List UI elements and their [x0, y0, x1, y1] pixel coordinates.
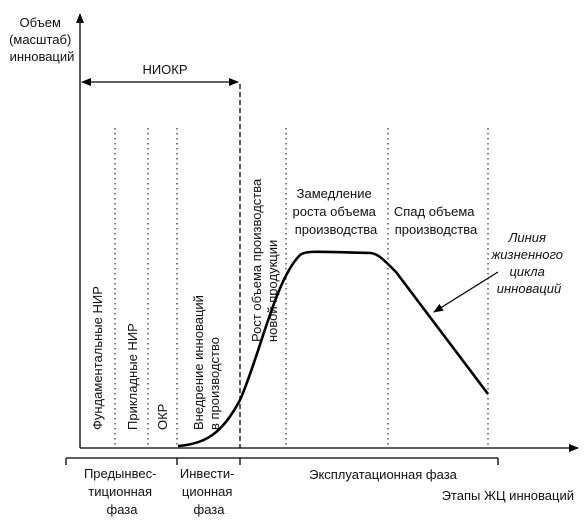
stage-growth: Рост объема производства новой продукции: [249, 175, 280, 342]
curve-label: Линия жизненного цикла инноваций: [490, 230, 566, 296]
stage-implementation: Внедрение инноваций в производство: [191, 291, 222, 430]
lifecycle-curve: [177, 250, 490, 448]
phase-investment: Инвести- ционная фаза: [180, 466, 238, 517]
phase-operational: Эксплуатационная фаза: [309, 467, 458, 482]
y-axis-label: Объем (масштаб) инноваций: [9, 15, 75, 64]
stage-applied: Прикладные НИР: [125, 323, 140, 430]
stage-fundamental: Фундаментальные НИР: [90, 286, 105, 430]
curve-label-pointer: [433, 271, 499, 313]
stage-slowdown: Замедление роста объема производства: [292, 186, 379, 237]
stage-decline: Спад объема производства: [394, 204, 478, 237]
stage-okr: ОКР: [155, 404, 170, 430]
x-axis-label: Этапы ЖЦ инноваций: [442, 488, 574, 503]
niokr-label: НИОКР: [142, 62, 187, 77]
phase-pre-investment: Предынвес- тиционная фаза: [84, 466, 160, 517]
